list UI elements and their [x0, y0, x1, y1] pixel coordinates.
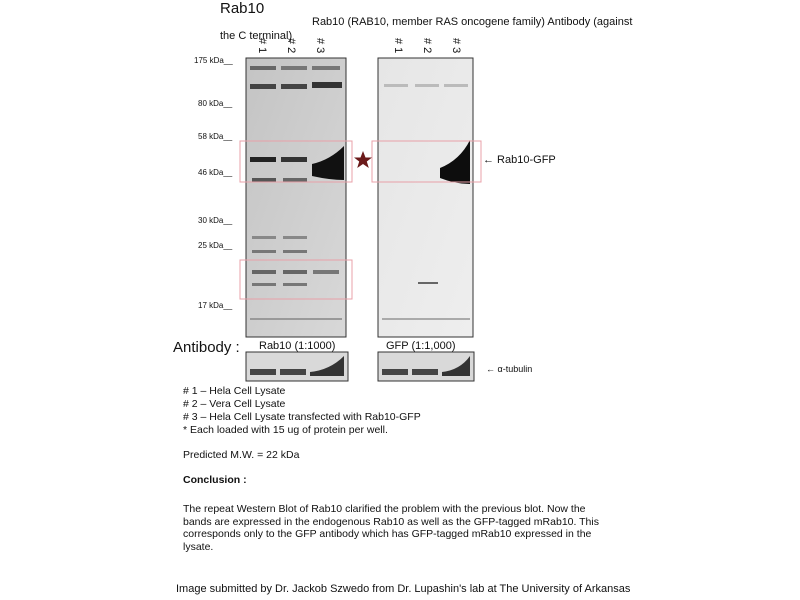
conclusion-text: The repeat Western Blot of Rab10 clarifi…: [183, 503, 599, 553]
tubulin-blot-rab10: [245, 351, 349, 382]
figure-subtitle-cont: the C terminal): [220, 30, 293, 42]
antibody-heading: Antibody :: [173, 339, 240, 356]
highlight-box-rab10-gfp-left: [239, 140, 353, 183]
rab10-gfp-label: ← Rab10-GFP: [483, 154, 556, 166]
star-icon: [354, 151, 372, 168]
legend-lane-1: # 1 – Hela Cell Lysate: [183, 385, 286, 397]
marker-80: 80 kDa__: [198, 99, 233, 108]
marker-17: 17 kDa__: [198, 301, 233, 310]
antibody-gfp: GFP (1:1,000): [386, 340, 456, 352]
highlight-box-rab10-gfp-right: [371, 140, 482, 183]
highlight-box-endogenous: [239, 259, 353, 300]
marker-58: 58 kDa__: [198, 132, 233, 141]
marker-30: 30 kDa__: [198, 216, 233, 225]
conclusion-heading: Conclusion :: [183, 474, 247, 486]
legend-loading-note: * Each loaded with 15 ug of protein per …: [183, 424, 388, 436]
image-credit: Image submitted by Dr. Jackob Szwedo fro…: [176, 583, 631, 595]
antibody-rab10: Rab10 (1:1000): [259, 340, 336, 352]
figure-title: Rab10: [220, 0, 265, 17]
marker-46: 46 kDa__: [198, 168, 233, 177]
figure-subtitle: Rab10 (RAB10, member RAS oncogene family…: [312, 16, 633, 28]
tubulin-blot-gfp: [377, 351, 475, 382]
legend-lane-3: # 3 – Hela Cell Lysate transfected with …: [183, 411, 421, 423]
predicted-mw: Predicted M.W. = 22 kDa: [183, 449, 300, 461]
marker-175: 175 kDa__: [194, 56, 233, 65]
marker-25: 25 kDa__: [198, 241, 233, 250]
legend-lane-2: # 2 – Vera Cell Lysate: [183, 398, 286, 410]
tubulin-label: ← α-tubulin: [486, 364, 533, 374]
rab10-blot: [245, 57, 347, 338]
gfp-blot: [377, 57, 474, 338]
